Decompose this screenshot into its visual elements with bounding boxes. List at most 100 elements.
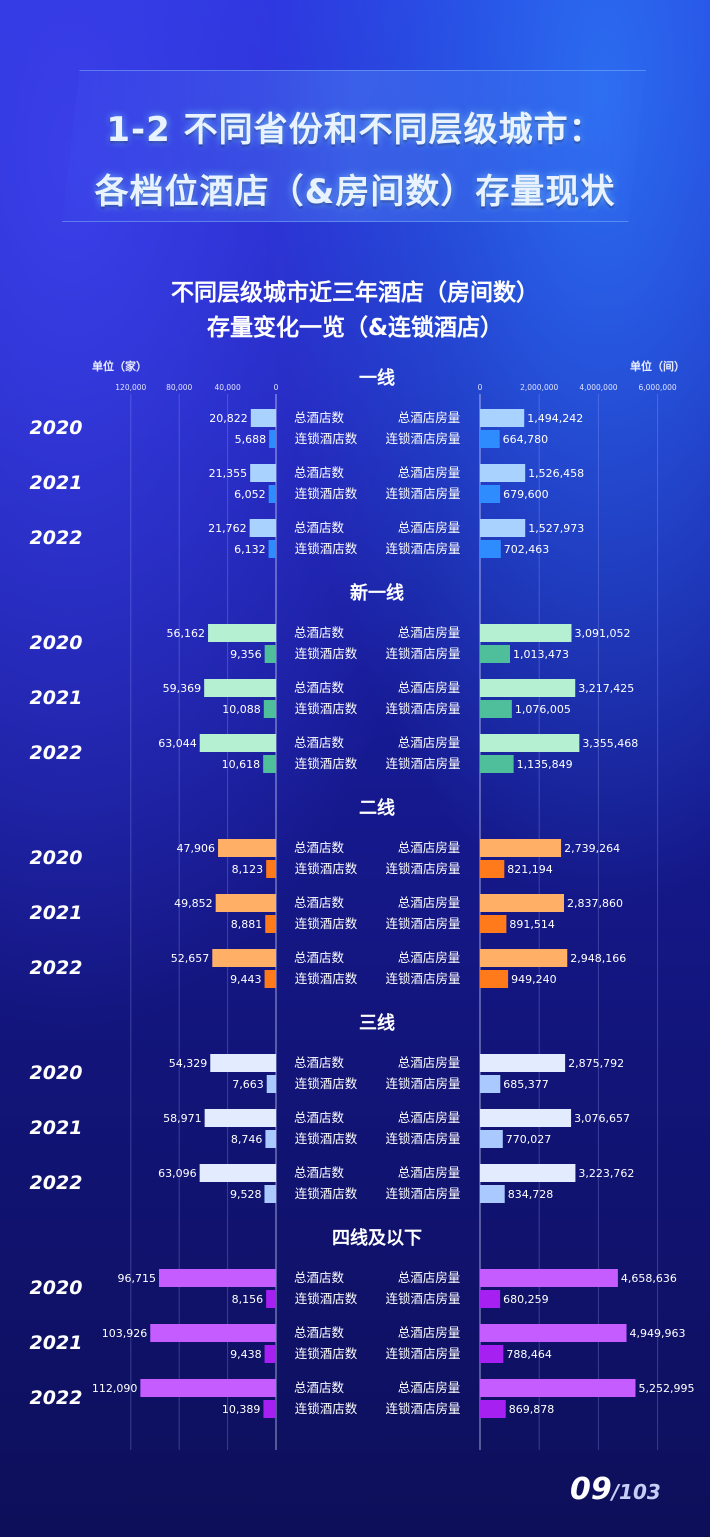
label-chain-hotels: 连锁酒店数 [295,756,358,771]
bar-total-hotels [249,519,276,537]
bar-chain-rooms [480,915,507,933]
value-chain-rooms: 1,013,473 [513,648,569,661]
bar-total-rooms [480,1109,572,1127]
bar-total-rooms [480,1269,618,1287]
bar-chain-hotels [265,1130,276,1148]
label-chain-hotels: 连锁酒店数 [295,1401,358,1416]
page-total: /103 [611,1480,661,1504]
year-label: 2020 [30,632,83,654]
bar-total-rooms [480,894,565,912]
page-title-line2: 各档位酒店（&房间数）存量现状 [94,172,616,212]
label-total-hotels: 总酒店数 [294,520,345,535]
bar-total-hotels [210,1054,276,1072]
label-chain-rooms: 连锁酒店房量 [385,861,460,876]
value-chain-hotels: 10,618 [222,758,261,771]
bar-chain-hotels [263,755,276,773]
group-title: 二线 [359,797,395,819]
bar-chain-rooms [480,430,500,448]
bar-total-rooms [480,409,525,427]
label-total-rooms: 总酒店房量 [398,625,461,640]
label-total-hotels: 总酒店数 [294,950,345,965]
bar-chain-rooms [480,970,509,988]
label-chain-rooms: 连锁酒店房量 [385,1291,460,1306]
group-title: 三线 [359,1012,395,1034]
bar-total-rooms [480,1164,576,1182]
label-total-rooms: 总酒店房量 [398,1055,461,1070]
label-total-hotels: 总酒店数 [294,895,345,910]
value-total-hotels: 103,926 [102,1327,148,1340]
bar-chain-hotels [266,1290,276,1308]
label-total-rooms: 总酒店房量 [398,950,461,965]
bar-chain-hotels [266,860,276,878]
bar-chain-rooms [480,1130,503,1148]
value-total-rooms: 3,217,425 [578,682,634,695]
label-chain-hotels: 连锁酒店数 [295,646,358,661]
value-total-rooms: 1,494,242 [527,412,583,425]
label-total-hotels: 总酒店数 [294,465,345,480]
label-chain-rooms: 连锁酒店房量 [385,541,460,556]
left-tick-label: 120,000 [115,383,146,392]
value-total-rooms: 4,949,963 [630,1327,686,1340]
bar-chain-hotels [265,915,276,933]
label-chain-rooms: 连锁酒店房量 [385,701,460,716]
label-total-hotels: 总酒店数 [294,735,345,750]
value-total-hotels: 59,369 [163,682,202,695]
bar-chain-rooms [480,1075,501,1093]
title-banner [62,70,646,222]
value-chain-rooms: 685,377 [503,1078,549,1091]
bar-chain-rooms [480,485,501,503]
value-chain-hotels: 9,356 [230,648,262,661]
label-total-rooms: 总酒店房量 [398,680,461,695]
value-chain-hotels: 8,746 [231,1133,263,1146]
year-label: 2022 [30,742,83,764]
label-total-rooms: 总酒店房量 [398,840,461,855]
label-chain-rooms: 连锁酒店房量 [385,646,460,661]
label-chain-hotels: 连锁酒店数 [295,1346,358,1361]
value-chain-rooms: 788,464 [506,1348,551,1361]
year-label: 2021 [30,472,83,494]
bar-total-rooms [480,734,580,752]
bar-total-hotels [218,839,276,857]
label-total-rooms: 总酒店房量 [398,895,461,910]
label-total-rooms: 总酒店房量 [398,465,461,480]
label-total-rooms: 总酒店房量 [398,1110,461,1125]
bar-chain-hotels [264,970,276,988]
value-chain-hotels: 6,132 [234,543,266,556]
label-total-rooms: 总酒店房量 [398,1270,461,1285]
value-total-hotels: 47,906 [177,842,216,855]
bar-total-hotels [204,679,276,697]
year-label: 2021 [30,902,83,924]
label-total-rooms: 总酒店房量 [398,1165,461,1180]
value-chain-hotels: 5,688 [235,433,267,446]
label-total-rooms: 总酒店房量 [398,520,461,535]
bar-chain-rooms [480,645,510,663]
right-tick-label: 6,000,000 [639,383,677,392]
bar-chain-hotels [268,485,276,503]
bar-total-rooms [480,519,526,537]
value-chain-hotels: 7,663 [232,1078,264,1091]
bar-chain-hotels [269,430,276,448]
value-chain-rooms: 891,514 [509,918,554,931]
label-chain-rooms: 连锁酒店房量 [385,1076,460,1091]
year-label: 2020 [30,1062,83,1084]
bar-total-hotels [158,1269,276,1287]
bar-chain-hotels [266,1075,276,1093]
label-total-hotels: 总酒店数 [294,1380,345,1395]
bar-chain-hotels [268,540,276,558]
year-label: 2020 [30,1277,83,1299]
left-tick-label: 80,000 [166,383,192,392]
year-label: 2020 [30,417,83,439]
bar-chain-rooms [480,700,512,718]
bar-chain-rooms [480,1185,505,1203]
label-chain-rooms: 连锁酒店房量 [385,431,460,446]
bar-total-rooms [480,679,576,697]
bar-total-rooms [480,1379,636,1397]
value-chain-hotels: 8,156 [232,1293,264,1306]
year-label: 2022 [30,1172,83,1194]
bar-total-rooms [480,624,572,642]
value-chain-hotels: 10,389 [222,1403,261,1416]
value-total-rooms: 3,223,762 [578,1167,634,1180]
year-label: 2020 [30,847,83,869]
bar-total-hotels [150,1324,276,1342]
